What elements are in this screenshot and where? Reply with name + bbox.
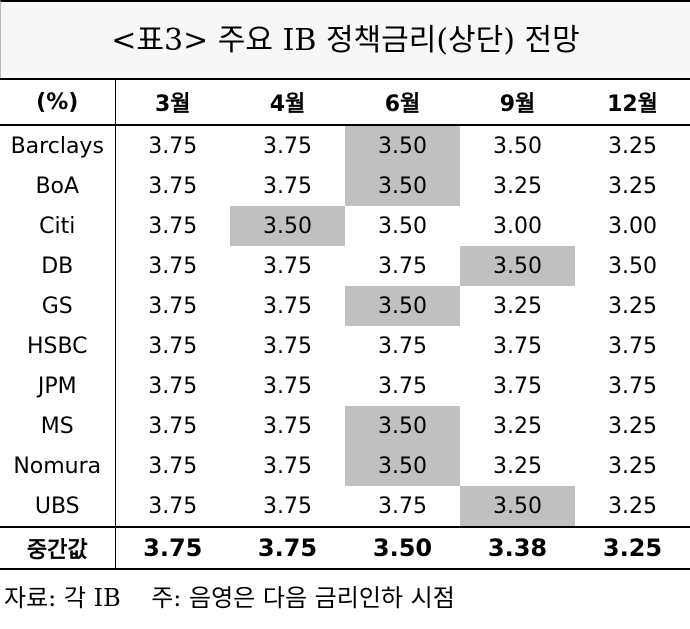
- rate-cell: 3.75: [378, 253, 427, 279]
- table-row: UBS 3.75 3.75 3.75 3.50 3.25: [0, 486, 690, 527]
- median-cell: 3.75: [115, 526, 230, 570]
- row-label: BoA: [0, 166, 116, 206]
- rate-cell: 3.25: [608, 453, 657, 479]
- rate-cell: 3.75: [263, 493, 312, 519]
- title: <표3> 주요 IB 정책금리(상단) 전망: [0, 0, 690, 78]
- rate-cell: 3.75: [148, 333, 198, 359]
- rate-cell: 3.75: [378, 493, 427, 519]
- rate-cell: 3.50: [230, 206, 345, 246]
- row-label: 중간값: [0, 526, 116, 570]
- median-cell: 3.50: [345, 526, 460, 570]
- rate-cell: 3.75: [148, 293, 198, 319]
- rate-cell: 3.75: [263, 253, 312, 279]
- rate-cell: 3.75: [263, 453, 312, 479]
- row-label: MS: [0, 406, 116, 446]
- rate-cell: 3.75: [263, 293, 312, 319]
- median-row: 중간값 3.75 3.75 3.50 3.38 3.25: [0, 526, 690, 570]
- rate-cell: 3.75: [378, 333, 427, 359]
- rate-cell: 3.75: [608, 373, 657, 399]
- rate-cell: 3.50: [460, 486, 575, 527]
- rate-cell: 3.75: [148, 213, 198, 239]
- rate-cell: 3.75: [148, 133, 198, 159]
- table-row: BoA 3.75 3.75 3.50 3.25 3.25: [0, 166, 690, 206]
- header-cell: 6월: [345, 78, 460, 126]
- rate-cell: 3.50: [345, 446, 460, 486]
- table-row: MS 3.75 3.75 3.50 3.25 3.25: [0, 406, 690, 446]
- rate-cell: 3.50: [460, 246, 575, 286]
- rate-cell: 3.50: [378, 213, 427, 239]
- rate-cell: 3.50: [608, 253, 657, 279]
- table-row: JPM 3.75 3.75 3.75 3.75 3.75: [0, 366, 690, 406]
- header-cell: 4월: [230, 78, 345, 126]
- header-row: (%) 3월 4월 6월 9월 12월: [0, 78, 690, 126]
- median-cell: 3.25: [575, 526, 690, 570]
- header-cell: 3월: [115, 78, 230, 126]
- rate-cell: 3.75: [378, 373, 427, 399]
- table-row: Citi 3.75 3.50 3.50 3.00 3.00: [0, 206, 690, 246]
- table-row: Barclays 3.75 3.75 3.50 3.50 3.25: [0, 125, 690, 166]
- row-label: GS: [0, 286, 116, 326]
- row-label: Nomura: [0, 446, 116, 486]
- rate-cell: 3.25: [608, 293, 657, 319]
- rate-cell: 3.75: [263, 413, 312, 439]
- table-row: DB 3.75 3.75 3.75 3.50 3.50: [0, 246, 690, 286]
- rate-cell: 3.75: [263, 173, 312, 199]
- rate-cell: 3.75: [493, 373, 542, 399]
- rate-cell: 3.50: [345, 166, 460, 206]
- rate-cell: 3.75: [148, 173, 198, 199]
- rate-cell: 3.25: [493, 453, 542, 479]
- row-label: Barclays: [0, 125, 116, 166]
- header-cell: 9월: [460, 78, 575, 126]
- rate-cell: 3.75: [263, 373, 312, 399]
- rate-cell: 3.75: [148, 373, 198, 399]
- table-row: GS 3.75 3.75 3.50 3.25 3.25: [0, 286, 690, 326]
- rate-cell: 3.75: [148, 453, 198, 479]
- rate-cell: 3.75: [493, 333, 542, 359]
- row-label: Citi: [0, 206, 116, 246]
- header-cell: 12월: [575, 78, 690, 126]
- rate-cell: 3.25: [493, 413, 542, 439]
- rate-cell: 3.25: [608, 493, 657, 519]
- rate-cell: 3.25: [608, 133, 657, 159]
- header-cell: (%): [0, 78, 116, 126]
- rate-cell: 3.50: [345, 286, 460, 326]
- rate-cell: 3.25: [608, 413, 657, 439]
- rate-cell: 3.00: [493, 213, 542, 239]
- table-row: Nomura 3.75 3.75 3.50 3.25 3.25: [0, 446, 690, 486]
- rate-cell: 3.75: [148, 493, 198, 519]
- rate-cell: 3.75: [148, 253, 198, 279]
- rate-cell: 3.75: [148, 413, 198, 439]
- median-cell: 3.75: [230, 526, 345, 570]
- rate-cell: 3.75: [263, 133, 312, 159]
- rate-cell: 3.00: [608, 213, 657, 239]
- source-note: 자료: 각 IB 주: 음영은 다음 금리인하 시점: [4, 584, 455, 612]
- row-label: UBS: [0, 486, 116, 527]
- row-label: JPM: [0, 366, 116, 406]
- rate-cell: 3.75: [263, 333, 312, 359]
- rate-cell: 3.50: [345, 125, 460, 166]
- row-label: HSBC: [0, 326, 116, 366]
- rate-cell: 3.25: [493, 293, 542, 319]
- rate-cell: 3.25: [608, 173, 657, 199]
- rate-cell: 3.50: [345, 406, 460, 446]
- median-cell: 3.38: [460, 526, 575, 570]
- rate-table: (%) 3월 4월 6월 9월 12월 Barclays 3.75 3.75 3.50 3.50 3…: [0, 78, 690, 570]
- row-label: DB: [0, 246, 116, 286]
- rate-cell: 3.75: [608, 333, 657, 359]
- table-row: HSBC 3.75 3.75 3.75 3.75 3.75: [0, 326, 690, 366]
- rate-cell: 3.25: [493, 173, 542, 199]
- rate-cell: 3.50: [493, 133, 542, 159]
